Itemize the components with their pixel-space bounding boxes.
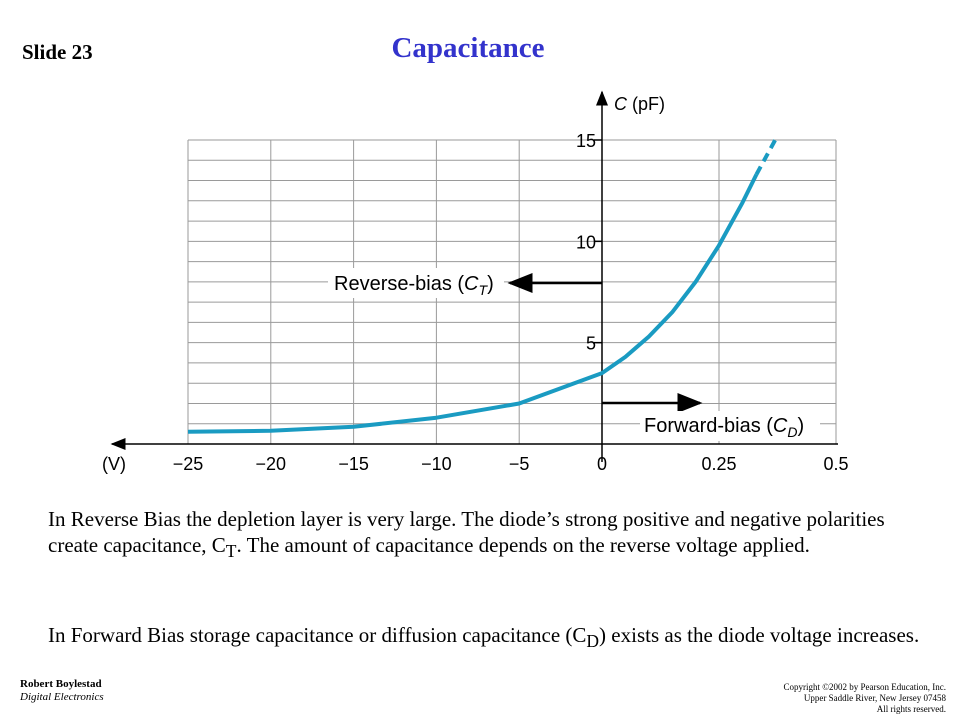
forward-bias-label: Forward-bias (CD) [644, 415, 804, 440]
forward-bias-label-bg [640, 411, 820, 441]
reverse-bias-label: Reverse-bias (CT) [334, 273, 494, 298]
x-axis-label: (V) [102, 454, 126, 474]
copyright-line: All rights reserved. [876, 704, 946, 714]
x-tick-label: 0 [597, 454, 607, 474]
y-tick-label: 5 [586, 334, 596, 354]
x-tick-label: −20 [256, 454, 287, 474]
footer-copyright: Copyright ©2002 by Pearson Education, In… [783, 682, 946, 715]
paragraph-text: . The amount of capacitance depends on t… [236, 533, 810, 557]
y-axis-label: C (pF) [614, 94, 665, 114]
footer-author: Robert Boylestad [20, 678, 102, 690]
capacitance-curve-extrapolated [754, 139, 777, 176]
x-tick-label: −25 [173, 454, 204, 474]
x-tick-label: 0.5 [823, 454, 848, 474]
paragraph-text: In Forward Bias storage capacitance or d… [48, 623, 587, 647]
footer-author-block: Robert Boylestad Digital Electronics [20, 678, 104, 704]
paragraph-text: ) exists as the diode voltage increases. [599, 623, 920, 647]
copyright-line: Copyright ©2002 by Pearson Education, In… [783, 682, 946, 692]
slide-number: Slide 23 [22, 40, 93, 64]
reverse-bias-paragraph: In Reverse Bias the depletion layer is v… [48, 506, 938, 564]
reverse-bias-label-bg [328, 268, 504, 298]
slide-title: Capacitance [391, 32, 545, 64]
x-tick-label: 0.25 [701, 454, 736, 474]
x-tick-label: −5 [509, 454, 530, 474]
capacitance-chart: C (pF) 5 10 15 −25 −20 −15 −10 −5 0 0.25 0.5 (V) Reve… [102, 90, 849, 474]
x-tick-label: −15 [338, 454, 369, 474]
copyright-line: Upper Saddle River, New Jersey 07458 [803, 693, 946, 703]
paragraph-text: In Reverse Bias the depletion layer is v… [48, 507, 885, 557]
x-tick-label: −10 [421, 454, 452, 474]
y-tick-label: 15 [576, 131, 596, 151]
footer-book: Digital Electronics [20, 691, 104, 703]
capacitance-curve [187, 173, 759, 434]
y-tick-label: 10 [576, 232, 596, 252]
forward-bias-paragraph: In Forward Bias storage capacitance or d… [48, 622, 938, 654]
subscript-d: D [586, 631, 600, 652]
subscript-t: T [225, 541, 237, 562]
